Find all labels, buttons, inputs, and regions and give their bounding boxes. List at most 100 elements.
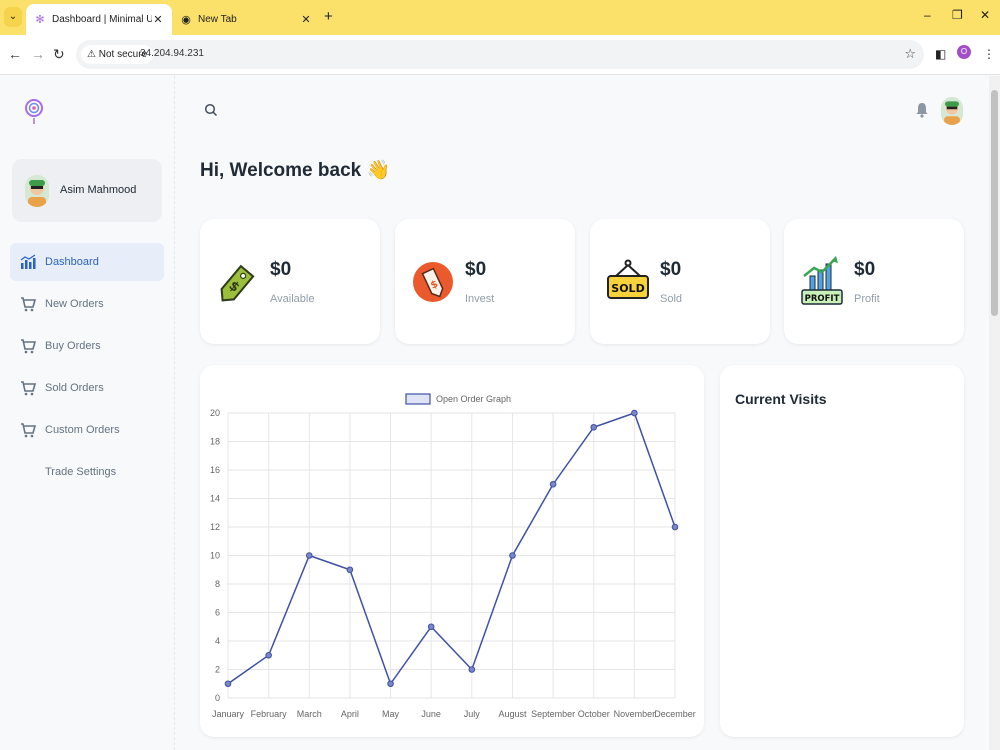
profit-chart-icon: PROFIT bbox=[801, 256, 843, 305]
svg-text:$: $ bbox=[429, 279, 440, 292]
x-tick-label: August bbox=[498, 709, 527, 719]
y-tick-label: 12 bbox=[210, 522, 220, 532]
cart-icon bbox=[21, 297, 36, 312]
x-tick-label: October bbox=[578, 709, 610, 719]
stat-card-available: $ $0 Available bbox=[200, 219, 380, 344]
url-text[interactable]: 34.204.94.231 bbox=[140, 48, 204, 59]
stat-label: Profit bbox=[854, 293, 880, 305]
tab-search-icon[interactable]: ⌄ bbox=[4, 7, 22, 27]
y-tick-label: 18 bbox=[210, 437, 220, 447]
x-tick-label: February bbox=[251, 709, 288, 719]
account-card[interactable]: Asim Mahmood bbox=[12, 159, 162, 222]
data-point bbox=[509, 552, 516, 559]
new-tab-icon[interactable]: + bbox=[324, 8, 333, 25]
data-point bbox=[265, 651, 272, 659]
stat-card-invest: $ $0 Invest bbox=[395, 219, 575, 344]
stat-label: Sold bbox=[660, 293, 683, 305]
search-icon[interactable] bbox=[204, 103, 218, 117]
data-point bbox=[549, 480, 557, 488]
open-order-chart: 0 2 4 6 8 10 12 14 16 18 20 January February March Apr… bbox=[210, 393, 696, 719]
y-tick-label: 2 bbox=[215, 665, 220, 675]
x-tick-label: November bbox=[614, 709, 656, 719]
chart-icon bbox=[20, 254, 36, 269]
header-avatar[interactable] bbox=[941, 97, 963, 125]
data-point bbox=[387, 680, 394, 688]
sidebar-item-sold-orders[interactable]: Sold Orders bbox=[10, 369, 164, 407]
sold-sign-icon: SOLD bbox=[607, 259, 649, 299]
profit-sign-text: PROFIT bbox=[805, 294, 840, 304]
stat-value: $0 bbox=[854, 259, 876, 280]
sidebar-item-label: Trade Settings bbox=[45, 466, 117, 478]
main-content: Hi, Welcome back 👋 $ $0 Available $ $0 I… bbox=[176, 76, 989, 750]
close-window-icon[interactable]: ✕ bbox=[980, 8, 991, 22]
y-tick-label: 20 bbox=[210, 408, 220, 418]
data-point bbox=[590, 423, 598, 431]
browser-tab-bar: ⌄ ✻ Dashboard | Minimal UI ✕ ◉ New Tab ✕… bbox=[0, 0, 1000, 35]
browser-toolbar: ← → ↻ ⚠ Not secure 34.204.94.231 ☆ ◧ O ⋮ bbox=[0, 35, 1000, 75]
sidebar-item-trade-settings[interactable]: Trade Settings bbox=[10, 453, 164, 491]
stat-card-profit: PROFIT $0 Profit bbox=[784, 219, 964, 344]
sidebar-item-label: Custom Orders bbox=[45, 424, 120, 436]
x-tick-label: September bbox=[531, 709, 575, 719]
stat-label: Invest bbox=[465, 293, 495, 305]
data-point bbox=[224, 680, 232, 688]
bell-icon[interactable] bbox=[915, 102, 929, 118]
sidebar-item-custom-orders[interactable]: Custom Orders bbox=[10, 411, 164, 449]
data-point bbox=[468, 666, 476, 673]
x-tick-label: December bbox=[654, 709, 696, 719]
back-icon[interactable]: ← bbox=[8, 46, 22, 62]
sidebar-nav: Dashboard New Orders Buy Orders Sold Ord… bbox=[10, 243, 164, 495]
y-tick-label: 6 bbox=[215, 608, 220, 618]
data-point bbox=[427, 623, 435, 631]
scrollbar-thumb[interactable] bbox=[991, 90, 998, 316]
sold-sign-text: SOLD bbox=[611, 282, 644, 295]
data-point bbox=[671, 523, 679, 531]
logo-icon[interactable] bbox=[24, 98, 44, 126]
sidebar-item-new-orders[interactable]: New Orders bbox=[10, 285, 164, 323]
close-tab-icon[interactable]: ✕ bbox=[301, 14, 311, 26]
y-tick-label: 0 bbox=[215, 693, 220, 703]
menu-icon[interactable]: ⋮ bbox=[983, 47, 995, 61]
tab-new-tab[interactable]: ◉ New Tab ✕ bbox=[172, 4, 320, 35]
y-tick-label: 8 bbox=[215, 579, 220, 589]
stat-card-sold: SOLD $0 Sold bbox=[590, 219, 770, 344]
sidebar: Asim Mahmood Dashboard New Orders bbox=[0, 76, 175, 750]
cart-icon bbox=[21, 381, 36, 396]
address-bar[interactable]: ⚠ Not secure 34.204.94.231 ☆ bbox=[76, 40, 924, 69]
security-badge[interactable]: ⚠ Not secure bbox=[81, 45, 154, 64]
bookmark-star-icon[interactable]: ☆ bbox=[904, 46, 916, 61]
close-tab-icon[interactable]: ✕ bbox=[153, 14, 163, 26]
price-tag-icon: $ bbox=[220, 264, 255, 302]
open-order-chart-card: 0 2 4 6 8 10 12 14 16 18 20 January February March Apr… bbox=[200, 365, 704, 737]
tab-dashboard[interactable]: ✻ Dashboard | Minimal UI ✕ bbox=[26, 4, 172, 35]
sidebar-item-label: Buy Orders bbox=[45, 340, 101, 352]
page-scrollbar[interactable] bbox=[989, 76, 1000, 750]
cart-icon bbox=[21, 423, 36, 438]
tab-title: Dashboard | Minimal UI bbox=[52, 14, 152, 25]
sidebar-item-dashboard[interactable]: Dashboard bbox=[10, 243, 164, 281]
forward-icon[interactable]: → bbox=[31, 46, 45, 62]
account-name: Asim Mahmood bbox=[60, 184, 137, 196]
y-tick-label: 10 bbox=[210, 551, 220, 561]
legend-label: Open Order Graph bbox=[436, 394, 511, 404]
y-tick-label: 16 bbox=[210, 465, 220, 475]
x-tick-label: July bbox=[464, 709, 481, 719]
side-panel-icon[interactable]: ◧ bbox=[935, 47, 947, 61]
y-tick-label: 4 bbox=[215, 636, 220, 646]
globe-icon: ◉ bbox=[181, 13, 191, 26]
x-tick-label: May bbox=[382, 709, 400, 719]
x-tick-label: April bbox=[341, 709, 359, 719]
tab-title: New Tab bbox=[198, 14, 237, 25]
restore-icon[interactable]: ❐ bbox=[952, 8, 963, 22]
profile-avatar[interactable]: O bbox=[957, 45, 971, 59]
series-line bbox=[227, 412, 676, 686]
sidebar-item-buy-orders[interactable]: Buy Orders bbox=[10, 327, 164, 365]
invest-tag-icon: $ bbox=[413, 262, 453, 302]
minimize-icon[interactable]: – bbox=[924, 8, 931, 22]
reload-icon[interactable]: ↻ bbox=[53, 46, 65, 62]
x-tick-label: June bbox=[421, 709, 441, 719]
favicon-icon: ✻ bbox=[35, 13, 45, 26]
x-tick-label: March bbox=[297, 709, 322, 719]
sidebar-item-label: New Orders bbox=[45, 298, 104, 310]
data-point bbox=[346, 566, 354, 574]
